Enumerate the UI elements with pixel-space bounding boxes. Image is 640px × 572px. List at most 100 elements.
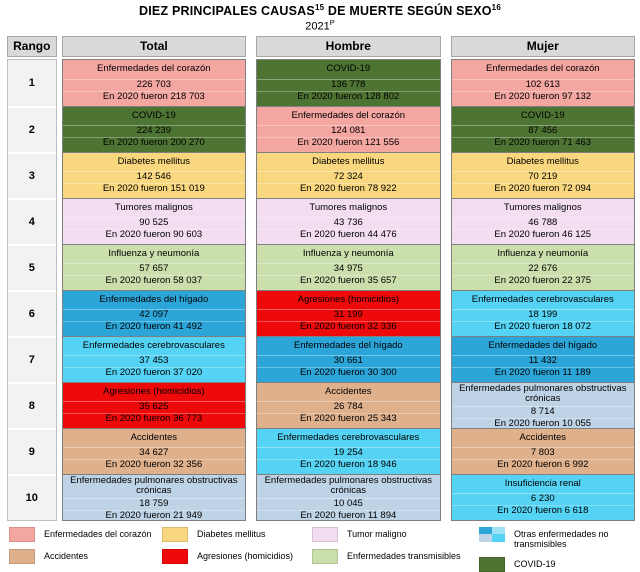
legend-label: COVID-19: [514, 559, 556, 570]
rank-cells: 1 2 3 4 5 6 7 8 9 10: [7, 58, 57, 521]
cause-name: Agresiones (homicidios): [103, 385, 205, 397]
cause-cell-hombre-rank-1: COVID-19 136 778 En 2020 fueron 128 802: [257, 59, 440, 106]
rank-cell-10: 10: [8, 473, 56, 520]
cause-name: Influenza y neumonía: [302, 247, 394, 259]
deaths-2020: En 2020 fueron 97 132: [451, 90, 634, 106]
deaths-2020: En 2020 fueron 11 894: [257, 509, 440, 523]
footnote-sup-16: 16: [491, 3, 501, 12]
cause-name: Enfermedades cerebrovasculares: [277, 431, 420, 443]
deaths-2021: 124 081: [257, 124, 440, 137]
deaths-2021: 37 453: [62, 354, 246, 367]
cause-name: Influenza y neumonía: [108, 247, 200, 259]
deaths-2020: En 2020 fueron 21 949: [62, 509, 246, 523]
rank-cell-3: 3: [8, 151, 56, 198]
legend-label: Agresiones (homicidios): [197, 550, 294, 561]
cause-name: Enfermedades del hígado: [488, 339, 598, 351]
deaths-2021: 34 975: [257, 262, 440, 275]
legend-item: Agresiones (homicidios): [162, 548, 312, 564]
legend-swatch-diabetes-icon: [162, 526, 188, 542]
deaths-2020: En 2020 fueron 71 463: [451, 136, 634, 152]
deaths-2021: 224 239: [62, 124, 246, 137]
cause-cell-hombre-rank-7: Enfermedades del hígado 30 661 En 2020 fue…: [257, 335, 440, 382]
rank-cell-5: 5: [8, 243, 56, 290]
legend-column-3: Tumor maligno Enfermedades transmisibles: [312, 526, 479, 572]
cause-name: Influenza y neumonía: [497, 247, 589, 259]
deaths-2021: 87 456: [451, 124, 634, 137]
deaths-2020: En 2020 fueron 22 375: [451, 274, 634, 290]
deaths-2020: En 2020 fueron 37 020: [62, 366, 246, 382]
page-title: DIEZ PRINCIPALES CAUSAS15 DE MUERTE SEGÚ…: [139, 3, 501, 19]
legend-label: Accidentes: [44, 550, 89, 561]
deaths-2020: En 2020 fueron 18 946: [257, 458, 440, 474]
deaths-2020: En 2020 fueron 44 476: [257, 228, 440, 244]
causes-table: Rango 1 2 3 4 5 6 7 8 9 10 Total Enfermedades del…: [7, 35, 635, 523]
cause-name: Enfermedades cerebrovasculares: [471, 293, 614, 305]
legend-item: Accidentes: [9, 548, 162, 564]
cause-cell-hombre-rank-5: Influenza y neumonía 34 975 En 2020 fueron…: [257, 243, 440, 290]
deaths-2020: En 2020 fueron 32 356: [62, 458, 246, 474]
header-mujer: Mujer: [450, 35, 635, 57]
deaths-2020: En 2020 fueron 121 556: [257, 136, 440, 152]
cause-name: Diabetes mellitus: [117, 155, 190, 167]
rank-cell-7: 7: [8, 335, 56, 382]
legend-column-1: Enfermedades del corazón Accidentes: [9, 526, 162, 572]
swatch-quad: [479, 534, 492, 542]
deaths-2021: 142 546: [62, 170, 246, 183]
legend-item: Otras enfermedades no transmisibles: [479, 526, 640, 550]
cause-cell-total-rank-9: Accidentes 34 627 En 2020 fueron 32 356: [62, 427, 246, 474]
cause-cell-total-rank-4: Tumores malignos 90 525 En 2020 fueron 90 …: [62, 197, 246, 244]
hombre-cells: COVID-19 136 778 En 2020 fueron 128 802 Enf…: [256, 58, 441, 523]
mujer-cells: Enfermedades del corazón 102 613 En 2020 f…: [450, 58, 635, 521]
deaths-2020: En 2020 fueron 151 019: [62, 182, 246, 198]
cause-name: Enfermedades del corazón: [291, 109, 406, 121]
deaths-2021: 72 324: [257, 170, 440, 183]
deaths-2020: En 2020 fueron 41 492: [62, 320, 246, 336]
legend-swatch-transmissible-icon: [312, 548, 338, 564]
swatch-quad: [492, 534, 505, 542]
legend-item: Enfermedades transmisibles: [312, 548, 479, 564]
deaths-2021: 10 045: [257, 498, 440, 510]
deaths-2020: En 2020 fueron 6 992: [451, 458, 634, 474]
header-total: Total: [61, 35, 247, 57]
deaths-2021: 226 703: [62, 78, 246, 91]
cause-cell-hombre-rank-3: Diabetes mellitus 72 324 En 2020 fueron 78…: [257, 151, 440, 198]
deaths-2021: 30 661: [257, 354, 440, 367]
deaths-2021: 18 199: [451, 308, 634, 321]
legend-item: Tumor maligno: [312, 526, 479, 542]
cause-name: Tumores malignos: [114, 201, 193, 213]
deaths-2021: 8 714: [451, 406, 634, 418]
deaths-2020: En 2020 fueron 30 300: [257, 366, 440, 382]
cause-name: Enfermedades del hígado: [99, 293, 209, 305]
footnote-sup-15: 15: [314, 3, 325, 12]
legend-swatch-multi-blue-icon: [479, 526, 505, 542]
cause-name: Accidentes: [519, 431, 566, 443]
cause-cell-mujer-rank-2: COVID-19 87 456 En 2020 fueron 71 463: [451, 105, 634, 152]
cause-name: Enfermedades del corazón: [97, 63, 211, 74]
cause-cell-total-rank-2: COVID-19 224 239 En 2020 fueron 200 270: [62, 105, 246, 152]
deaths-2020: En 2020 fueron 25 343: [257, 412, 440, 428]
legend-swatch-homicide-icon: [162, 548, 188, 564]
cause-cell-hombre-rank-9: Enfermedades cerebrovasculares 19 254 En 2…: [257, 427, 440, 474]
cause-cell-mujer-rank-8: Enfermedades pulmonares obstructivas cró…: [451, 381, 634, 428]
legend: Enfermedades del corazón Accidentes Diabet…: [0, 521, 640, 572]
legend-label: Enfermedades del corazón: [44, 528, 152, 539]
deaths-2021: 7 803: [451, 446, 634, 459]
deaths-2021: 18 759: [62, 498, 246, 510]
rank-cell-8: 8: [8, 381, 56, 428]
cause-name: Diabetes mellitus: [506, 155, 579, 167]
deaths-2020: En 2020 fueron 58 037: [62, 274, 246, 290]
header-rango: Rango: [7, 35, 57, 57]
legend-label: Otras enfermedades no transmisibles: [514, 528, 609, 550]
deaths-2020: En 2020 fueron 6 618: [451, 504, 634, 520]
subtitle-year: 2021P: [305, 18, 335, 33]
cause-cell-mujer-rank-5: Influenza y neumonía 22 676 En 2020 fueron…: [451, 243, 634, 290]
cause-name: Tumores malignos: [309, 201, 388, 213]
deaths-2020: En 2020 fueron 35 657: [257, 274, 440, 290]
deaths-2021: 35 625: [62, 400, 246, 413]
swatch-quad: [479, 526, 492, 535]
cause-cell-total-rank-6: Enfermedades del hígado 42 097 En 2020 fue…: [62, 289, 246, 336]
deaths-2020: En 2020 fueron 36 773: [62, 412, 246, 428]
cause-cell-mujer-rank-10: Insuficiencia renal 6 230 En 2020 fueron 6…: [451, 473, 634, 520]
mujer-column: Mujer Enfermedades del corazón 102 613 En …: [450, 35, 635, 521]
cause-cell-total-rank-10: Enfermedades pulmonares obstructivas cró…: [62, 473, 246, 523]
